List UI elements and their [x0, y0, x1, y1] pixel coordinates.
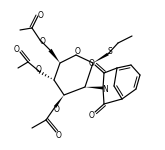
Polygon shape [54, 95, 64, 108]
Text: O: O [56, 130, 62, 140]
Text: O: O [89, 111, 95, 120]
Text: O: O [38, 11, 44, 20]
Text: S: S [108, 48, 112, 57]
Polygon shape [48, 49, 60, 63]
Text: O: O [14, 45, 20, 54]
Polygon shape [93, 53, 109, 63]
Text: O: O [89, 58, 95, 68]
Text: O: O [40, 38, 46, 46]
Text: O: O [36, 66, 42, 75]
Text: O: O [75, 46, 81, 56]
Polygon shape [85, 87, 103, 90]
Text: N: N [102, 85, 108, 94]
Text: O: O [54, 105, 60, 114]
